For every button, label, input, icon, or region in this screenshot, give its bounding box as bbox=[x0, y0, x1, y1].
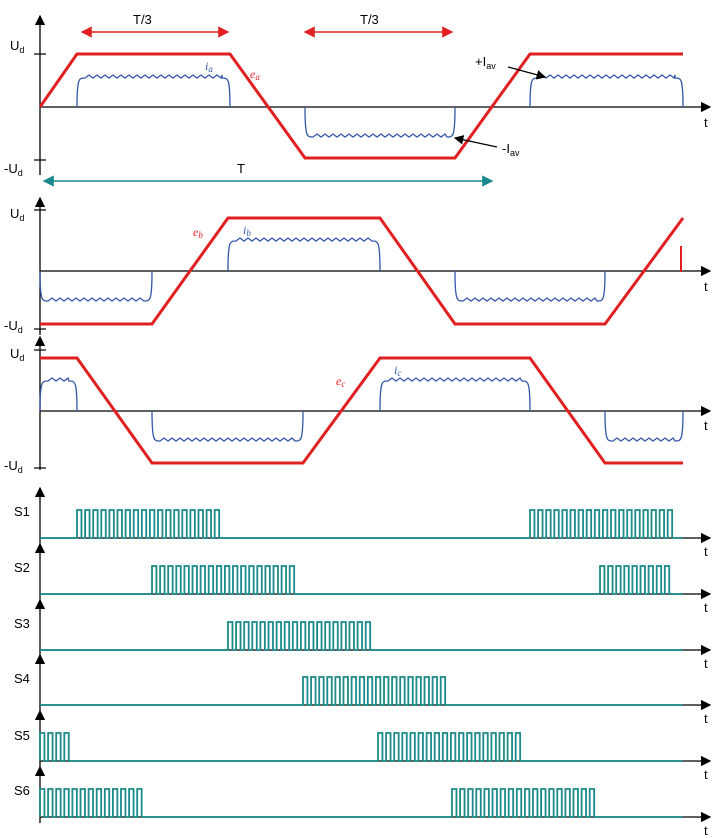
ib-negative-pulse-1 bbox=[39, 270, 153, 302]
ec-label: ec bbox=[336, 374, 345, 389]
switch-pulse-train-s6 bbox=[39, 788, 683, 818]
panel-b-ud-label: Ud bbox=[10, 206, 24, 223]
switch-pulse-train-s1 bbox=[40, 509, 683, 539]
switch-pulse-traces: t t t t t t bbox=[34, 486, 712, 838]
switch-time-label-3: t bbox=[704, 656, 708, 671]
emf-trace-ea bbox=[38, 52, 683, 160]
panel-c-axes bbox=[34, 335, 712, 470]
switch-time-label-6: t bbox=[704, 823, 708, 838]
ib-label: ib bbox=[243, 223, 251, 238]
panel-c-neg-ud-label: -Ud bbox=[4, 458, 23, 475]
panel-a-time-label: t bbox=[704, 115, 708, 130]
plus-iav-pointer bbox=[507, 66, 547, 80]
minus-iav-label: -Iav bbox=[502, 141, 520, 158]
ia-negative-pulse bbox=[304, 106, 456, 138]
emf-trace-eb bbox=[40, 216, 685, 326]
panel-c-ud-label: Ud bbox=[10, 346, 24, 363]
switch-pulse-train-s4 bbox=[40, 676, 683, 706]
switch-pulse-train-s2 bbox=[40, 565, 683, 595]
switch-label-s1: S1 bbox=[14, 504, 30, 519]
ib-positive-pulse bbox=[227, 237, 381, 272]
third-period-label-1: T/3 bbox=[133, 12, 152, 27]
ia-positive-pulse-1 bbox=[76, 74, 231, 108]
switch-label-s4: S4 bbox=[14, 671, 30, 686]
switch-label-s5: S5 bbox=[14, 728, 30, 743]
minus-iav-pointer bbox=[453, 135, 498, 148]
panel-b-neg-ud-label: -Ud bbox=[4, 318, 23, 335]
ib-negative-pulse-2 bbox=[454, 270, 606, 302]
ea-label: ea bbox=[250, 67, 260, 82]
ic-label: ic bbox=[394, 363, 401, 378]
emf-trace-ec bbox=[40, 356, 683, 465]
ic-negative-pulse-2 bbox=[604, 410, 684, 442]
panel-a-ud-label: Ud bbox=[10, 38, 24, 55]
panel-b-time-label: t bbox=[704, 279, 708, 294]
switch-pulse-train-s3 bbox=[40, 621, 683, 651]
switch-label-s3: S3 bbox=[14, 616, 30, 631]
ic-negative-pulse-1 bbox=[151, 410, 304, 442]
switch-time-label-5: t bbox=[704, 767, 708, 782]
panel-a-axes bbox=[34, 14, 712, 175]
plus-iav-label: +Iav bbox=[475, 54, 496, 71]
ic-positive-pulse-1 bbox=[39, 376, 78, 412]
switch-pulse-train-s5 bbox=[39, 732, 683, 762]
switch-time-label-4: t bbox=[704, 711, 708, 726]
ic-positive-pulse-2 bbox=[379, 377, 531, 412]
switch-label-s2: S2 bbox=[14, 560, 30, 575]
ia-positive-pulse-2 bbox=[529, 74, 684, 108]
current-traces bbox=[39, 74, 684, 442]
switch-time-label-1: t bbox=[704, 544, 708, 559]
eb-label: eb bbox=[193, 225, 203, 240]
ia-label: ia bbox=[205, 59, 213, 74]
third-period-label-2: T/3 bbox=[360, 12, 379, 27]
switch-time-label-2: t bbox=[704, 600, 708, 615]
panel-a-neg-ud-label: -Ud bbox=[4, 161, 23, 178]
switch-label-s6: S6 bbox=[14, 783, 30, 798]
panel-c-time-label: t bbox=[704, 418, 708, 433]
period-label: T bbox=[237, 161, 245, 176]
